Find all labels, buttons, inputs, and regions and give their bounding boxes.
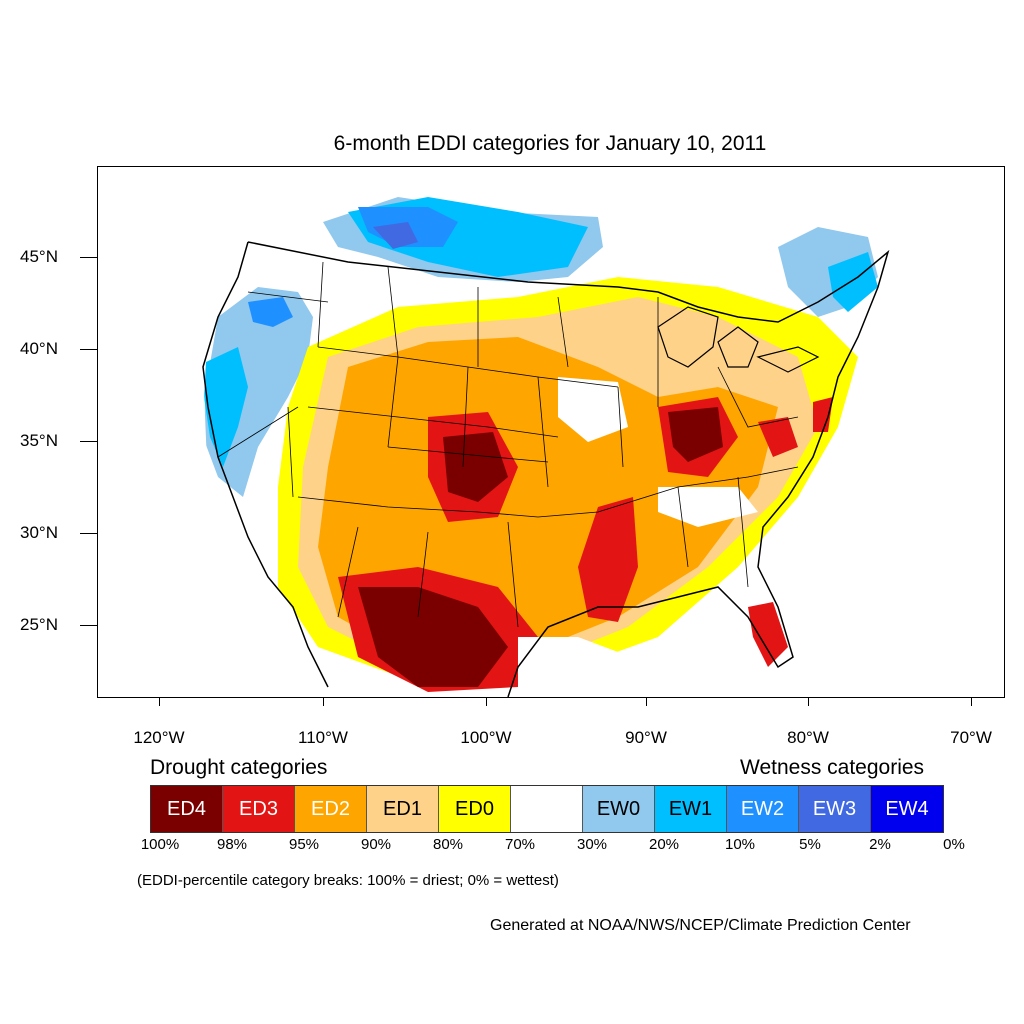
- x-tick-label: 110°W: [298, 728, 348, 747]
- map-canvas: [98, 167, 1004, 697]
- x-tickmark: [808, 697, 809, 706]
- eddi-map: [97, 166, 1005, 698]
- y-tick-label: 35°N: [20, 431, 58, 450]
- break-label: 30%: [576, 836, 608, 853]
- region-ed4-texas: [358, 587, 508, 687]
- region-ed3-mississippi: [578, 497, 638, 622]
- region-neutral-ozarks: [558, 377, 628, 442]
- category-note: (EDDI-percentile category breaks: 100% =…: [137, 872, 559, 889]
- credit-line: Generated at NOAA/NWS/NCEP/Climate Predi…: [490, 917, 911, 934]
- break-label: 98%: [216, 836, 248, 853]
- legend-box-ew4: EW4: [871, 786, 943, 832]
- region-ew3-north: [373, 222, 418, 249]
- legend-box-ed0: ED0: [439, 786, 511, 832]
- legend-box-ew1: EW1: [655, 786, 727, 832]
- region-ed3-florida: [748, 602, 788, 667]
- map-title: 6-month EDDI categories for January 10, …: [333, 132, 767, 155]
- break-label: 95%: [288, 836, 320, 853]
- y-tick-label: 30°N: [20, 523, 58, 542]
- region-neutral-southeast: [658, 487, 758, 527]
- legend-box-ed1: ED1: [367, 786, 439, 832]
- legend-box-ew3: EW3: [799, 786, 871, 832]
- x-tick-label: 70°W: [950, 728, 992, 747]
- y-tickmark: [80, 257, 97, 258]
- y-tick-label: 45°N: [20, 247, 58, 266]
- y-tickmark: [80, 625, 97, 626]
- x-tickmark: [486, 697, 487, 706]
- wetness-heading: Wetness categories: [740, 756, 925, 779]
- x-tickmark: [971, 697, 972, 706]
- category-legend: ED4 ED3 ED2 ED1 ED0 EW0 EW1 EW2 EW3 EW4: [150, 785, 944, 833]
- legend-box-neutral: [511, 786, 583, 832]
- region-neutral-atlantic: [798, 347, 1004, 697]
- region-neutral-gulf: [518, 637, 658, 697]
- x-tickmark: [646, 697, 647, 706]
- x-tickmark: [159, 697, 160, 706]
- state-borders: [217, 261, 799, 628]
- break-label: 100%: [140, 836, 180, 853]
- break-label: 10%: [724, 836, 756, 853]
- y-tickmark: [80, 349, 97, 350]
- x-tick-label: 120°W: [133, 728, 185, 747]
- break-label: 5%: [799, 836, 821, 853]
- y-tickmark: [80, 533, 97, 534]
- great-lakes-outline: [657, 306, 820, 373]
- legend-box-ed2: ED2: [295, 786, 367, 832]
- region-ew1-northwest: [204, 347, 248, 467]
- break-label: 0%: [943, 836, 965, 853]
- break-label: 2%: [869, 836, 891, 853]
- break-label: 70%: [504, 836, 536, 853]
- break-label: 80%: [432, 836, 464, 853]
- y-tickmark: [80, 441, 97, 442]
- west-coast-outline: [202, 241, 329, 688]
- break-label: 20%: [648, 836, 680, 853]
- x-tick-label: 90°W: [625, 728, 667, 747]
- coastline-outline: [247, 241, 890, 697]
- region-neutral-canada: [208, 167, 1004, 227]
- legend-box-ew0: EW0: [583, 786, 655, 832]
- x-tickmark: [323, 697, 324, 706]
- legend-box-ed4: ED4: [151, 786, 223, 832]
- region-ed4-kansas: [443, 432, 508, 502]
- region-ed3-virginia: [758, 417, 798, 457]
- x-tick-label: 80°W: [787, 728, 829, 747]
- y-tick-label: 40°N: [20, 339, 58, 358]
- region-ed3-mideast: [813, 397, 833, 432]
- legend-box-ew2: EW2: [727, 786, 799, 832]
- region-ew2-oregon: [248, 297, 293, 327]
- region-ew1-northeast: [828, 252, 878, 312]
- drought-heading: Drought categories: [150, 756, 328, 779]
- y-tick-label: 25°N: [20, 615, 58, 634]
- x-tick-label: 100°W: [460, 728, 512, 747]
- break-label: 90%: [360, 836, 392, 853]
- legend-box-ed3: ED3: [223, 786, 295, 832]
- region-ed4-ohio: [668, 407, 723, 462]
- region-neutral-pacific: [98, 167, 298, 697]
